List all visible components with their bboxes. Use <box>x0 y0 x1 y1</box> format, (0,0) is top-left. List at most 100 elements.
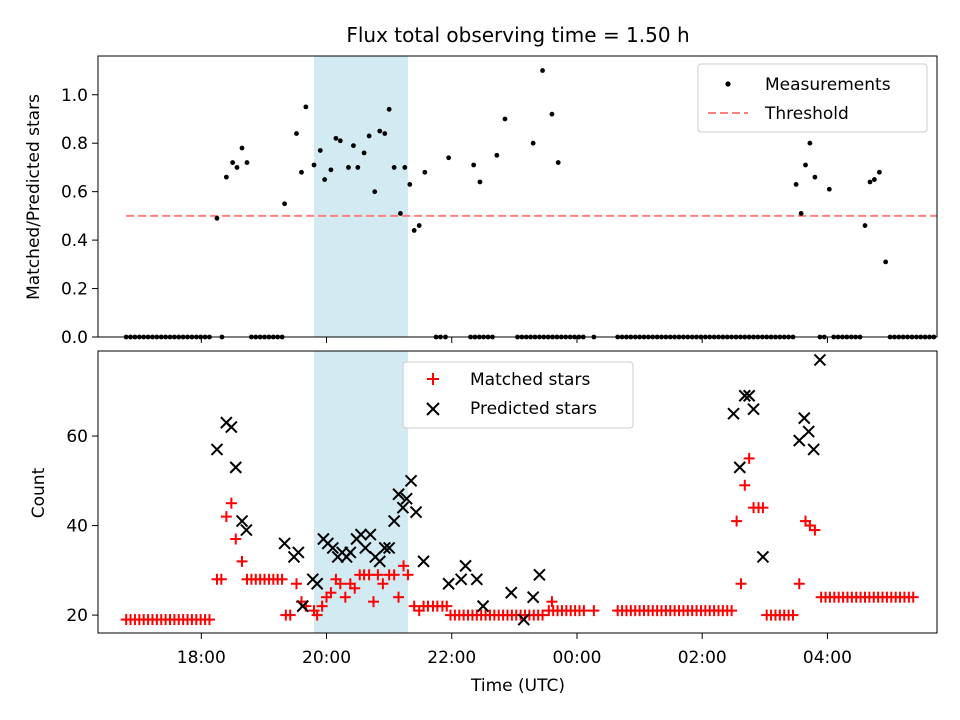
matched-star-point <box>731 515 743 527</box>
matched-star-point <box>588 605 600 617</box>
predicted-star-point <box>802 425 815 438</box>
measurement-point <box>355 165 361 170</box>
matched-star-point <box>225 497 237 509</box>
measurement-point <box>214 215 220 221</box>
predicted-star-point <box>396 501 410 514</box>
predicted-star-point <box>738 389 751 402</box>
measurement-point <box>416 223 422 228</box>
measurement-point <box>826 186 832 192</box>
predicted-star-point <box>747 402 760 416</box>
legend-predicted-label: Predicted stars <box>470 399 597 419</box>
measurement-point <box>477 179 483 185</box>
predicted-star-point <box>807 443 820 456</box>
top-panel: 0.0 0.2 0.4 0.6 0.8 1.0 <box>61 55 938 348</box>
matched-star-point <box>325 587 337 599</box>
top-legend: Measurements Threshold <box>697 63 928 133</box>
matched-star-point <box>349 582 361 594</box>
matched-star-point <box>316 600 328 612</box>
top-y-tick-label: 0.4 <box>61 231 88 251</box>
predicted-star-point <box>454 573 468 586</box>
predicted-star-point <box>798 411 811 425</box>
predicted-star-point <box>470 573 484 586</box>
measurement-point <box>328 167 334 173</box>
matched-star-point <box>290 578 302 590</box>
top-y-tick-label: 0.2 <box>61 280 88 300</box>
matched-star-point <box>388 569 400 581</box>
predicted-star-point <box>442 577 455 590</box>
matched-star-point <box>311 609 323 621</box>
measurement-point <box>346 165 351 170</box>
matched-star-point <box>203 614 215 626</box>
matched-star-point <box>793 578 805 590</box>
matched-star-point <box>537 609 549 621</box>
top-y-tick-label: 0.6 <box>61 183 88 203</box>
matched-star-point <box>276 573 288 585</box>
measurement-point <box>471 162 477 168</box>
matched-star-point <box>393 591 405 603</box>
bottom-axes-frame <box>97 350 938 634</box>
matched-star-point <box>787 609 799 621</box>
matched-star-point <box>809 524 821 536</box>
measurement-point <box>282 201 287 207</box>
predicted-star-point <box>229 461 242 474</box>
bottom-x-axis-label: Time (UTC) <box>470 676 565 696</box>
predicted-star-point <box>296 599 309 613</box>
predicted-star-point <box>310 577 324 590</box>
measurement-point <box>294 131 299 136</box>
bottom-y-tick-label: 40 <box>66 517 88 537</box>
measurement-point <box>311 162 317 168</box>
matched-star-point <box>230 533 242 545</box>
measurement-point <box>793 181 799 187</box>
bottom-x-tick-label: 20:00 <box>302 648 351 668</box>
measurement-point <box>317 148 323 153</box>
bottom-panel: 18:00 20:00 22:00 00:00 02:00 04:00 20 40 60 <box>66 350 938 668</box>
predicted-star-point <box>727 407 740 420</box>
predicted-star-point <box>292 546 305 559</box>
measurement-point <box>494 152 500 158</box>
predicted-star-point <box>210 443 224 456</box>
top-axes-frame <box>97 55 938 338</box>
measurement-point <box>223 174 229 180</box>
matched-star-point <box>726 605 738 617</box>
bottom-x-tick-label: 18:00 <box>177 648 226 668</box>
predicted-star-point <box>476 599 490 613</box>
matched-star-point <box>334 578 346 590</box>
predicted-star-point <box>235 514 249 528</box>
bottom-x-ticks: 18:00 20:00 22:00 00:00 02:00 04:00 <box>177 633 852 668</box>
top-y-tick-label: 0.0 <box>61 328 88 348</box>
predicted-star-point <box>400 492 413 505</box>
matched-star-point <box>907 591 919 603</box>
legend-matched-marker <box>427 373 439 385</box>
matched-star-point <box>578 605 590 617</box>
matched-star-point <box>402 569 414 581</box>
measurement-point <box>303 104 309 110</box>
legend-matched-label: Matched stars <box>470 370 590 390</box>
predicted-star-point <box>813 353 827 367</box>
predicted-star-point <box>733 461 746 474</box>
bottom-legend: Matched stars Predicted stars <box>402 361 634 429</box>
matched-star-point <box>546 596 558 608</box>
measurement-point <box>402 165 408 170</box>
legend-measurements-label: Measurements <box>765 75 891 95</box>
legend-predicted-marker <box>426 402 440 416</box>
measurement-point <box>549 111 555 117</box>
measurement-point <box>366 133 372 139</box>
predicted-star-point <box>387 514 401 528</box>
predicted-star-point <box>364 528 377 541</box>
matched-star-point <box>377 578 389 590</box>
matched-star-point <box>367 596 379 608</box>
matched-star-point <box>735 578 747 590</box>
predicted-star-point <box>533 568 546 582</box>
matched-star-point <box>236 555 248 567</box>
top-shaded-span <box>314 56 408 337</box>
measurement-point <box>555 160 561 165</box>
predicted-star-point <box>373 555 386 568</box>
matched-star-point <box>739 479 751 491</box>
measurement-point <box>244 160 250 165</box>
predicted-star-point <box>344 546 357 559</box>
bottom-legend-box <box>402 361 634 429</box>
measurement-point <box>398 211 403 216</box>
predicted-star-point <box>742 389 756 402</box>
predicted-star-point <box>409 505 423 519</box>
bottom-x-tick-label: 02:00 <box>678 648 727 668</box>
